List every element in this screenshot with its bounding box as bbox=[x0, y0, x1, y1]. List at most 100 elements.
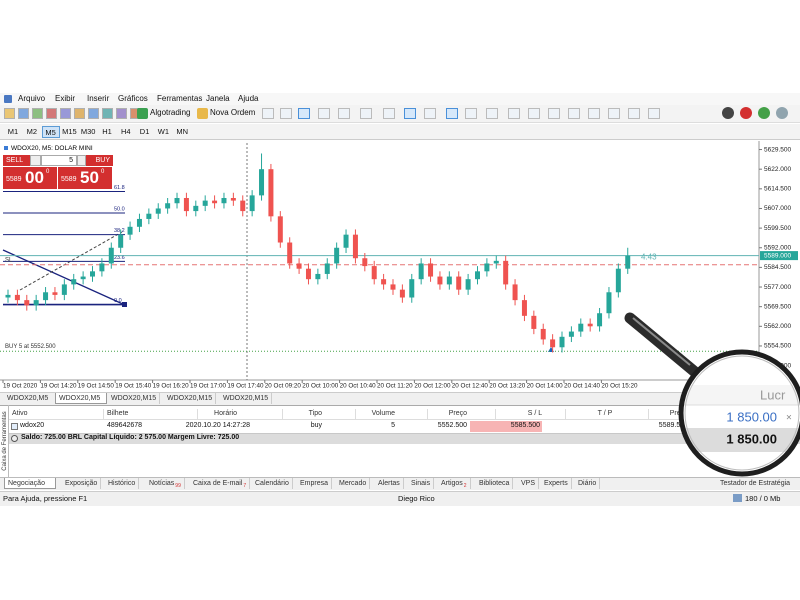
toolbar-icon[interactable] bbox=[32, 108, 43, 119]
candle-body bbox=[24, 300, 30, 306]
position-cell: 5552.500 bbox=[437, 422, 467, 429]
bottom-tab[interactable]: Empresa bbox=[297, 478, 333, 489]
candle-body bbox=[259, 169, 265, 196]
menu-item[interactable]: Ferramentas bbox=[157, 94, 203, 103]
chart-tab[interactable]: WDOX20,M15 bbox=[220, 393, 272, 404]
column-divider bbox=[565, 409, 566, 419]
notification-badge[interactable] bbox=[740, 107, 752, 119]
candle-body bbox=[597, 313, 603, 327]
x-tick-label: 20 Oct 10:00 bbox=[302, 383, 339, 390]
magnifier-rim-shine bbox=[684, 355, 800, 471]
account-icon[interactable] bbox=[776, 107, 788, 119]
toolbar-icon[interactable] bbox=[608, 108, 620, 119]
app-icon bbox=[4, 95, 12, 103]
toolbar-icon[interactable] bbox=[486, 108, 498, 119]
volume-spinner[interactable] bbox=[77, 155, 86, 166]
toolbar-icon[interactable] bbox=[548, 108, 560, 119]
toolbar-icon[interactable] bbox=[338, 108, 350, 119]
candle-body bbox=[43, 292, 49, 301]
bottom-tab[interactable]: Alertas bbox=[375, 478, 404, 489]
bottom-tab[interactable]: Diário bbox=[575, 478, 601, 489]
timeframe-button[interactable]: M5 bbox=[41, 126, 60, 138]
toolbar-icon[interactable] bbox=[360, 108, 372, 119]
buy-button[interactable]: BUY bbox=[86, 155, 113, 166]
bottom-tab[interactable]: VPS bbox=[518, 478, 540, 489]
timeframe-button[interactable]: H1 bbox=[102, 127, 112, 136]
bid-price-box[interactable]: 5589 00 0 bbox=[3, 167, 57, 189]
toolbar-icon[interactable] bbox=[588, 108, 600, 119]
toolbar-icon[interactable] bbox=[383, 108, 395, 119]
menu-item[interactable]: Exibir bbox=[55, 94, 76, 103]
toolbar-icon[interactable] bbox=[568, 108, 580, 119]
bottom-tab[interactable]: Histórico bbox=[105, 478, 140, 489]
candle-body bbox=[193, 205, 199, 212]
bottom-tab[interactable]: Experts bbox=[541, 478, 572, 489]
chart-tab-bar bbox=[0, 392, 800, 405]
volume-dropdown[interactable] bbox=[30, 155, 41, 166]
toolbar-icon[interactable] bbox=[528, 108, 540, 119]
notification-icon[interactable] bbox=[722, 107, 734, 119]
algotrading-button[interactable]: Algotrading bbox=[150, 108, 191, 117]
toolbar-icon[interactable] bbox=[262, 108, 274, 119]
chart-tab[interactable]: WDOX20,M15 bbox=[164, 393, 216, 404]
bottom-tab[interactable]: Mercado bbox=[336, 478, 371, 489]
timeframe-button[interactable]: M15 bbox=[62, 127, 77, 136]
menu-item[interactable]: Gráficos bbox=[118, 94, 148, 103]
signal-icon[interactable] bbox=[758, 107, 770, 119]
toolbar-icon[interactable] bbox=[46, 108, 57, 119]
balance-icon[interactable] bbox=[11, 435, 18, 442]
toolbar-icon[interactable] bbox=[74, 108, 85, 119]
status-help: Para Ajuda, pressione F1 bbox=[3, 494, 88, 503]
toolbar-icon[interactable] bbox=[102, 108, 113, 119]
timeframe-button[interactable]: M2 bbox=[26, 127, 37, 136]
ask-price-box[interactable]: 5589 50 0 bbox=[58, 167, 112, 189]
bottom-tab[interactable]: Calendário bbox=[252, 478, 293, 489]
candle-body bbox=[80, 276, 86, 280]
toolbar-icon[interactable] bbox=[298, 108, 310, 119]
new-order-button[interactable]: Nova Ordem bbox=[210, 108, 256, 117]
menu-item[interactable]: Ajuda bbox=[238, 94, 259, 103]
timeframe-button[interactable]: MN bbox=[176, 127, 189, 136]
bottom-tab[interactable]: Biblioteca bbox=[476, 478, 514, 489]
toolbar-icon[interactable] bbox=[4, 108, 15, 119]
toolbar-icon[interactable] bbox=[424, 108, 436, 119]
bottom-tab[interactable]: Sinais bbox=[408, 478, 435, 489]
strategy-tester-tab[interactable]: Testador de Estratégia bbox=[720, 480, 791, 487]
bottom-tab[interactable]: Notícias99 bbox=[146, 478, 185, 489]
bottom-tab[interactable]: Exposição bbox=[62, 478, 102, 489]
candle-body bbox=[371, 266, 377, 280]
bottom-tab-label: Alertas bbox=[378, 480, 400, 487]
toolbar-icon[interactable] bbox=[446, 108, 458, 119]
toolbar-icon[interactable] bbox=[628, 108, 640, 119]
toolbar-icon[interactable] bbox=[18, 108, 29, 119]
menu-item[interactable]: Janela bbox=[206, 94, 230, 103]
toolbar-icon[interactable] bbox=[116, 108, 127, 119]
bottom-tab[interactable]: Artigos2 bbox=[438, 478, 471, 489]
x-tick-label: 20 Oct 12:40 bbox=[452, 383, 489, 390]
timeframe-button[interactable]: M1 bbox=[7, 127, 19, 136]
column-header: Bilhete bbox=[107, 410, 129, 417]
bottom-tab[interactable]: Negociação bbox=[4, 478, 56, 489]
bottom-tab-label: Exposição bbox=[65, 480, 98, 487]
toolbar-icon[interactable] bbox=[648, 108, 660, 119]
bottom-tab[interactable]: Caixa de E-mail7 bbox=[190, 478, 251, 489]
toolbar-icon[interactable] bbox=[60, 108, 71, 119]
chart-tab[interactable]: WDOX20,M15 bbox=[108, 393, 160, 404]
toolbar-icon[interactable] bbox=[88, 108, 99, 119]
timeframe-button[interactable]: H4 bbox=[121, 127, 131, 136]
sell-button[interactable]: SELL bbox=[3, 155, 30, 166]
timeframe-button[interactable]: M30 bbox=[80, 127, 96, 136]
timeframe-bar bbox=[0, 124, 800, 140]
toolbar-icon[interactable] bbox=[508, 108, 520, 119]
timeframe-button[interactable]: W1 bbox=[157, 127, 170, 136]
toolbar-icon[interactable] bbox=[280, 108, 292, 119]
toolbar-icon[interactable] bbox=[318, 108, 330, 119]
volume-field[interactable]: 5 bbox=[41, 155, 77, 166]
menu-item[interactable]: Inserir bbox=[87, 94, 110, 103]
menu-item[interactable]: Arquivo bbox=[18, 94, 46, 103]
fibo-label: 50.0 bbox=[114, 207, 125, 213]
toolbar-icon[interactable] bbox=[465, 108, 477, 119]
timeframe-button[interactable]: D1 bbox=[139, 127, 150, 136]
chart-tab[interactable]: WDOX20,M5 bbox=[55, 393, 107, 404]
toolbar-icon[interactable] bbox=[404, 108, 416, 119]
